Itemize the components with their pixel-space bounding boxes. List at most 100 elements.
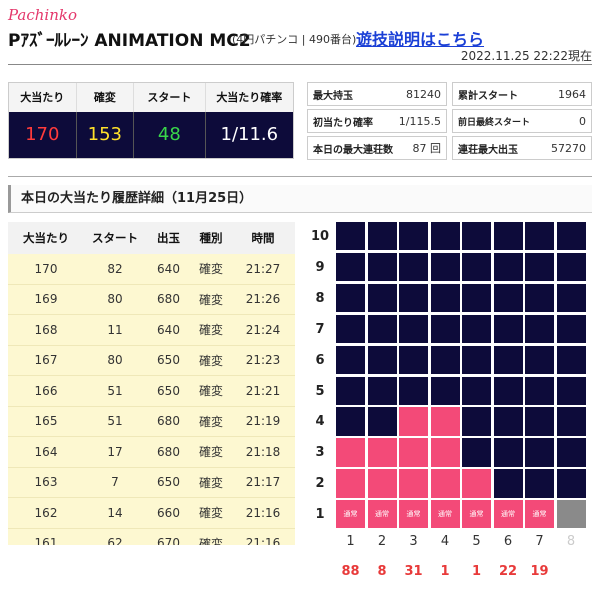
kakuhen-count: 153 <box>76 112 135 158</box>
history-cell: 14 <box>107 505 123 520</box>
summary-header: 大当たり <box>9 83 77 112</box>
column-header: 種別 <box>199 231 223 245</box>
stat-max-streak-payout: 連荘最大出玉 57270 <box>452 136 592 160</box>
stat-label: 前日最終スタート <box>458 117 531 128</box>
chart-cell <box>430 283 460 313</box>
divider <box>8 64 592 65</box>
chart-cell <box>430 407 460 436</box>
stat-value: 87 回 <box>412 142 442 155</box>
history-cell: 7 <box>111 475 119 490</box>
history-table: 大当たり スタート 出玉 種別 時間 170 82 640 確変 21:27 169 80 6… <box>8 222 295 545</box>
history-cell: 11 <box>107 322 123 337</box>
chart-cell <box>493 438 523 467</box>
divider <box>8 176 592 177</box>
stat-label: 累計スタート <box>458 90 518 102</box>
chart-cell <box>493 500 523 529</box>
chart-cell <box>525 222 554 251</box>
history-cell: 670 <box>157 536 180 545</box>
chart-cell <box>525 252 554 282</box>
history-cell: 680 <box>157 414 180 429</box>
cell-tag: 通常 <box>406 510 421 519</box>
stat-value: 1964 <box>558 87 586 101</box>
chart-cell <box>367 345 397 374</box>
chart-cell <box>430 345 460 374</box>
y-axis-label: 9 <box>315 259 325 275</box>
chart-cell <box>556 469 586 498</box>
stat-value: 0 <box>579 114 586 128</box>
update-date: 2022.11.25 22:22現在 <box>460 49 592 63</box>
history-cell: 163 <box>34 475 58 490</box>
history-cell: 650 <box>157 475 180 490</box>
history-cell: 21:16 <box>245 505 281 520</box>
chart-cell <box>399 345 428 374</box>
chart-cell <box>367 469 397 498</box>
chart-cell <box>336 283 365 313</box>
chart-cell <box>462 407 491 436</box>
y-axis-label: 8 <box>315 290 325 306</box>
history-cell: 170 <box>34 261 58 276</box>
column-header: 大当たり <box>23 231 69 245</box>
chart-cell <box>556 222 586 251</box>
streak-chart: 10 9 8 7 6 5 4 3 2 1 通常 通常 通常 通常 通常 通常 通常 1 88 2 8 3 31 4 1 5 1 6… <box>305 222 592 589</box>
history-cell: 650 <box>157 353 180 368</box>
history-cell: 62 <box>107 536 123 545</box>
chart-cell <box>493 407 523 436</box>
history-cell: 21:17 <box>245 475 281 490</box>
chart-cell <box>336 222 365 251</box>
x-axis-label: 5 <box>472 534 481 549</box>
chart-cell <box>493 252 523 282</box>
chart-cell <box>430 500 460 529</box>
stat-total-start: 累計スタート 1964 <box>452 82 592 106</box>
chart-cell <box>336 438 365 467</box>
x-value-label: 8 <box>377 564 387 579</box>
chart-cell <box>367 376 397 405</box>
big-hit-count: 170 <box>9 112 77 158</box>
history-row: 162 14 660 確変 21:16 <box>8 498 295 529</box>
x-axis-label: 4 <box>440 534 450 549</box>
hit-probability: 1/11.6 <box>205 112 293 158</box>
history-cell: 17 <box>107 444 123 459</box>
chart-cell <box>430 438 460 467</box>
chart-cell <box>367 407 397 436</box>
history-cell: 169 <box>34 292 58 307</box>
history-cell: 確変 <box>198 292 223 307</box>
chart-cell <box>462 438 491 467</box>
chart-cell <box>556 438 586 467</box>
history-cell: 168 <box>34 322 58 337</box>
chart-cell <box>556 345 586 374</box>
x-axis-label: 8 <box>566 534 576 549</box>
machine-sub: (4円パチンコ | 490番台) <box>232 33 357 46</box>
history-cell: 21:24 <box>245 322 281 337</box>
guide-link[interactable]: 遊技説明はこちら <box>356 30 485 49</box>
history-cell: 21:27 <box>245 261 281 276</box>
summary-header: 大当たり確率 <box>205 83 293 112</box>
chart-cell <box>336 407 365 436</box>
x-value-label: 31 <box>404 564 423 579</box>
chart-cell <box>367 438 397 467</box>
chart-cell <box>430 376 460 405</box>
chart-cell <box>399 252 428 282</box>
stat-label: 初当たり確率 <box>313 117 373 129</box>
history-row: 165 51 680 確変 21:19 <box>8 406 295 437</box>
chart-cell <box>525 376 554 405</box>
x-axis-label: 7 <box>535 534 544 549</box>
chart-cell <box>399 283 428 313</box>
chart-cell <box>462 252 491 282</box>
history-cell: 確変 <box>198 384 223 399</box>
stat-label: 連荘最大出玉 <box>458 144 518 156</box>
stat-value: 57270 <box>551 141 586 155</box>
history-cell: 640 <box>157 322 180 337</box>
history-row: 170 82 640 確変 21:27 <box>8 254 295 285</box>
summary-header: スタート <box>134 83 206 112</box>
history-row: 167 80 650 確変 21:23 <box>8 345 295 376</box>
chart-cell <box>367 283 397 313</box>
chart-cell <box>462 314 491 344</box>
chart-cell <box>430 314 460 344</box>
chart-grid: 通常 通常 通常 通常 通常 通常 通常 <box>336 222 588 529</box>
column-header: 時間 <box>251 231 275 245</box>
x-value-label: 88 <box>341 564 360 579</box>
chart-cell <box>462 222 491 251</box>
stats-panel: 最大持玉 81240 累計スタート 1964 初当たり確率 1/115.5 前日最終ス… <box>307 82 592 163</box>
history-cell: 確変 <box>198 353 223 368</box>
history-cell: 660 <box>157 505 180 520</box>
